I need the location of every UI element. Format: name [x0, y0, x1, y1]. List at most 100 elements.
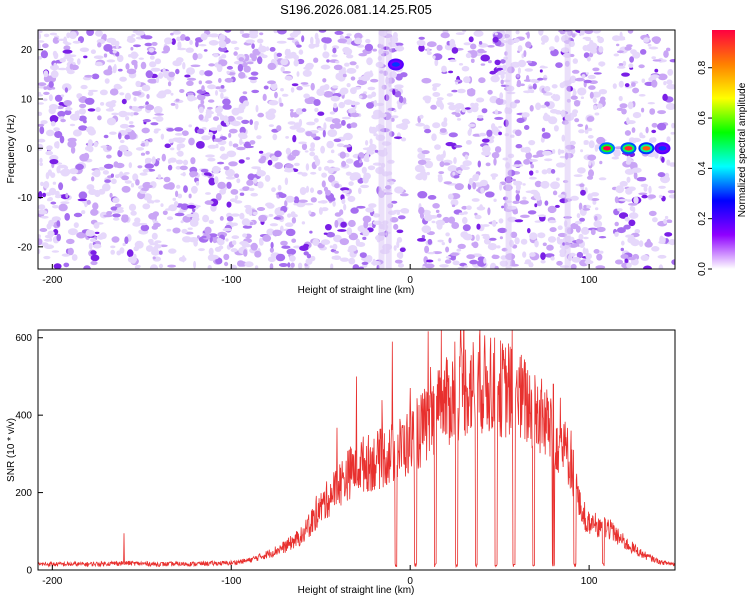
spectrogram-cell — [448, 132, 458, 138]
spectrogram-cell — [218, 34, 226, 42]
spectrogram-cell — [581, 226, 590, 235]
spectrogram-cell — [652, 59, 662, 62]
spectrogram-cell — [568, 243, 578, 248]
spectrogram-x-tick-label: -200 — [42, 275, 62, 286]
spectrogram-cell — [365, 254, 373, 263]
spectrogram-cell — [213, 116, 219, 121]
spectrogram-cell — [421, 225, 432, 234]
colorbar-ticks: 0.0 0.2 0.4 0.6 0.8 — [697, 60, 712, 276]
spectrogram-cell — [342, 73, 347, 78]
spectrogram-cell — [113, 83, 122, 90]
spectrogram-cell — [93, 222, 100, 229]
spectrogram-cell — [598, 46, 604, 53]
spectrogram-cell — [109, 131, 117, 135]
spectrogram-cell — [256, 135, 262, 140]
spectrogram-cell — [461, 205, 468, 210]
spectrogram-cell — [182, 236, 192, 243]
spectrogram-cell — [144, 140, 149, 147]
spectrogram-cell — [38, 238, 43, 246]
spectrogram-cell — [131, 34, 136, 37]
spectrogram-cell — [45, 129, 55, 137]
spectrogram-cell — [191, 216, 200, 222]
spectrogram-cell — [193, 260, 197, 269]
spectrogram-cell — [170, 92, 174, 96]
spectrogram-cell — [340, 221, 347, 228]
spectrogram-cell — [314, 118, 319, 123]
spectrogram-cell — [90, 254, 100, 262]
spectrogram-cell — [369, 126, 373, 134]
spectrogram-cell — [125, 128, 132, 133]
spectrogram-cell — [418, 44, 425, 52]
spectrogram-cell — [446, 93, 453, 97]
spectrogram-cell — [90, 238, 96, 243]
spectrogram-cell — [348, 219, 356, 228]
spectrogram-cell — [588, 169, 594, 178]
spectrogram-cell — [262, 234, 272, 242]
spectrogram-cell — [595, 207, 599, 211]
spectrogram-cell — [154, 58, 162, 65]
spectrogram-cell — [242, 186, 250, 192]
spectrogram-cell — [110, 249, 115, 255]
spectrogram-cell — [614, 196, 619, 204]
spectrogram-cell — [273, 216, 281, 220]
spectrogram-cell — [250, 242, 258, 251]
spectrogram-cell — [186, 67, 195, 75]
spectrogram-cell — [300, 82, 309, 85]
spectrogram-cell — [512, 164, 521, 168]
spectrogram-cell — [184, 36, 190, 41]
spectrogram-cell — [302, 69, 312, 77]
spectrogram-cell — [616, 43, 620, 47]
spectrogram-cell — [69, 63, 74, 70]
spectrogram-cell — [238, 57, 245, 62]
spectrogram-cell — [131, 59, 138, 66]
spectrogram-cell — [517, 67, 521, 75]
spectrogram-cell — [209, 33, 220, 38]
spectrogram-cell — [198, 106, 204, 114]
spectrogram-cell — [156, 158, 161, 161]
spectrogram-cell — [224, 77, 234, 83]
spectrogram-cell — [600, 64, 604, 67]
spectrogram-cell — [175, 190, 179, 197]
spectrogram-cell — [454, 145, 463, 148]
spectrogram-cell — [426, 259, 434, 263]
spectrogram-cell — [432, 92, 441, 97]
spectrogram-cell — [548, 219, 557, 224]
spectrogram-cell — [323, 43, 327, 51]
spectrogram-cell — [44, 234, 53, 239]
spectrogram-cell — [560, 109, 566, 118]
spectrogram-cell — [195, 181, 200, 186]
spectrogram-cell — [365, 207, 375, 213]
spectrogram-cell — [555, 62, 563, 68]
spectrogram-cell — [151, 156, 156, 165]
spectrogram-cell — [186, 92, 194, 96]
spectrogram-cell — [306, 121, 316, 126]
spectrogram-cell — [426, 51, 432, 56]
spectrogram-cell — [438, 171, 445, 175]
spectrogram-cell — [462, 216, 468, 225]
spectrogram-cell — [65, 107, 73, 111]
spectrogram-cell — [285, 228, 296, 237]
spectrogram-cell — [284, 75, 293, 81]
spectrogram-cell — [354, 37, 363, 45]
spectrogram-cell — [496, 67, 504, 71]
spectrogram-cell — [535, 170, 539, 174]
spectrogram-cell — [569, 53, 575, 58]
spectrogram-cell — [203, 49, 208, 52]
spectrogram-cell — [90, 250, 97, 255]
spectrogram-cell — [443, 162, 451, 166]
spectrogram-y-ticks: -20 -10 0 10 20 — [18, 45, 43, 253]
spectrogram-cell — [618, 63, 624, 67]
spectrogram-cell — [337, 38, 348, 44]
spectrogram-cell — [618, 198, 629, 202]
spectrogram-cell — [155, 116, 164, 122]
spectrogram-cell — [445, 232, 450, 237]
spectrogram-cell — [102, 183, 111, 192]
spectrogram-cell — [293, 203, 299, 206]
spectrogram-cell — [401, 137, 407, 142]
spectrogram-cell — [525, 41, 532, 48]
spectrogram-cell — [204, 70, 213, 77]
spectrogram-cell — [178, 256, 187, 262]
spectrogram-cell — [528, 140, 536, 146]
spectrogram-cell — [225, 176, 236, 180]
spectrogram-cell — [72, 40, 81, 44]
